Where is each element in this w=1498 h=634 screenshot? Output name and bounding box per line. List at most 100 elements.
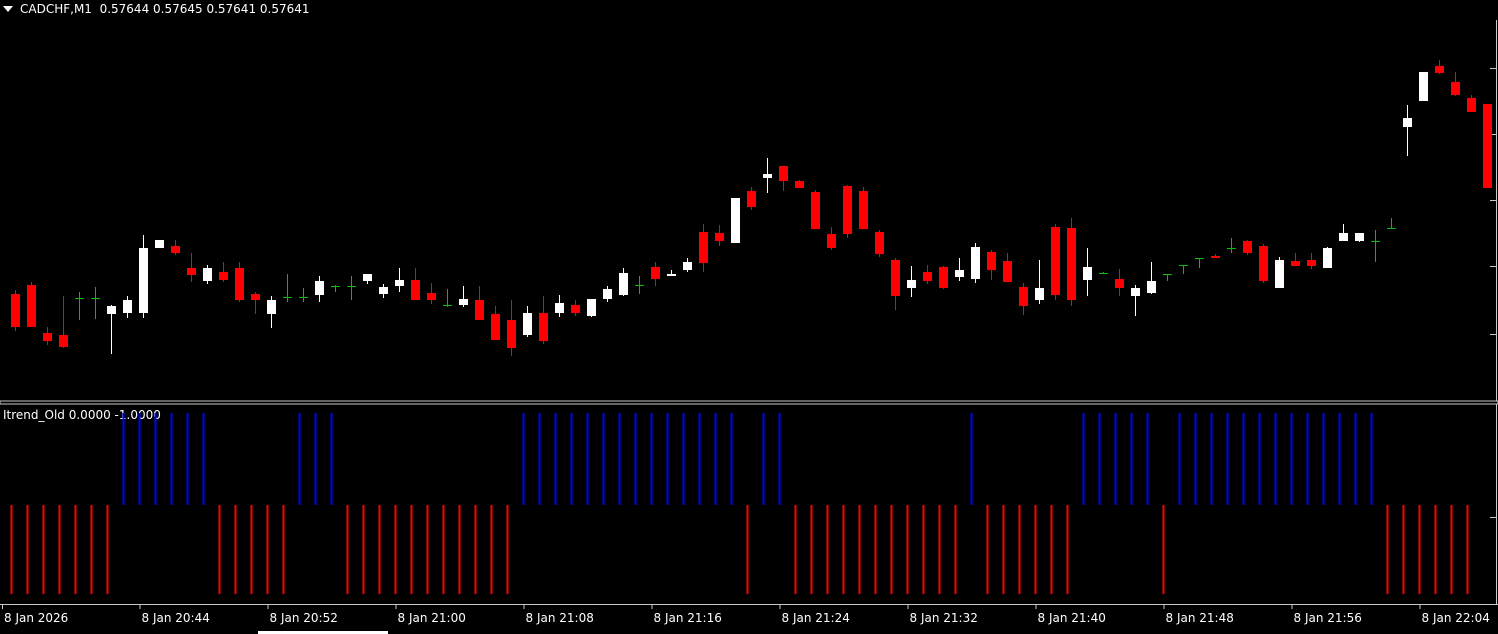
- time-label: 8 Jan 21:24: [782, 611, 850, 625]
- candle: [75, 292, 84, 320]
- candle-body: [523, 313, 532, 335]
- candle: [219, 262, 228, 282]
- candle-body: [683, 262, 692, 270]
- candle-body: [139, 248, 148, 313]
- candle-body: [267, 300, 276, 314]
- candle: [43, 327, 52, 345]
- candle-body: [1211, 256, 1220, 258]
- candle: [587, 299, 596, 317]
- candle-body: [971, 247, 980, 279]
- candle: [795, 180, 804, 188]
- candle: [1403, 105, 1412, 156]
- candle: [187, 253, 196, 282]
- candle: [427, 283, 436, 304]
- candle: [555, 295, 564, 317]
- candle: [1179, 265, 1188, 274]
- candle-body: [763, 174, 772, 178]
- window-separators: [0, 20, 1498, 634]
- candle-body: [955, 270, 964, 277]
- candle: [443, 289, 452, 307]
- candle-body: [539, 313, 548, 341]
- candle-body: [27, 285, 36, 327]
- candle-body: [891, 260, 900, 296]
- candle: [1483, 104, 1492, 188]
- candle: [395, 268, 404, 292]
- candlestick-series: [11, 60, 1492, 356]
- candle: [203, 265, 212, 284]
- candle: [347, 276, 356, 300]
- candle-body: [1403, 118, 1412, 127]
- candle-body: [1451, 82, 1460, 95]
- candle: [747, 187, 756, 210]
- candle-body: [747, 191, 756, 207]
- candle-body: [1083, 267, 1092, 280]
- candle: [1211, 254, 1220, 258]
- candle: [1163, 274, 1172, 281]
- candle: [1115, 269, 1124, 296]
- candle-body: [1355, 233, 1364, 241]
- candle-body: [459, 299, 468, 305]
- candle: [1323, 247, 1332, 268]
- candle-body: [795, 181, 804, 188]
- candle: [539, 296, 548, 344]
- candle: [811, 190, 820, 229]
- candle-body: [827, 234, 836, 248]
- candle-body: [1051, 227, 1060, 295]
- candle: [651, 262, 660, 286]
- candle: [779, 166, 788, 191]
- candle-body: [1467, 98, 1476, 112]
- candle-body: [1019, 287, 1028, 306]
- candle: [1051, 224, 1060, 300]
- candle: [763, 158, 772, 193]
- candle: [891, 258, 900, 310]
- candle-body: [315, 281, 324, 295]
- candle-body: [1259, 246, 1268, 281]
- candle-body: [11, 294, 20, 327]
- candle: [955, 258, 964, 281]
- symbol-header: CADCHF,M1 0.57644 0.57645 0.57641 0.5764…: [20, 2, 310, 16]
- scrollbar-thumb: [258, 631, 388, 634]
- time-label: 8 Jan 21:40: [1038, 611, 1106, 625]
- candle: [379, 284, 388, 298]
- candle-body: [43, 333, 52, 341]
- candle: [11, 290, 20, 331]
- candle: [971, 243, 980, 283]
- candle: [667, 270, 676, 276]
- candle: [1371, 230, 1380, 262]
- time-label: 8 Jan 21:08: [526, 611, 594, 625]
- candle-body: [907, 280, 916, 288]
- candle-body: [1307, 260, 1316, 266]
- candle: [1275, 257, 1284, 288]
- candle: [363, 274, 372, 284]
- candle-body: [363, 274, 372, 281]
- candle: [699, 224, 708, 272]
- candle-body: [187, 268, 196, 275]
- candle: [267, 296, 276, 328]
- candle-body: [987, 252, 996, 270]
- time-axis: 8 Jan 2026 8 Jan 20:44 8 Jan 20:52 8 Jan 21…: [2, 604, 1490, 625]
- candle: [907, 266, 916, 297]
- candle: [235, 262, 244, 302]
- candle-body: [859, 191, 868, 229]
- candle-body: [811, 192, 820, 229]
- candle: [875, 230, 884, 257]
- candle-body: [475, 300, 484, 320]
- candle-body: [1483, 104, 1492, 188]
- candle: [283, 274, 292, 302]
- candle-body: [651, 267, 660, 279]
- candle: [171, 240, 180, 255]
- candle-body: [219, 272, 228, 280]
- candle: [939, 266, 948, 289]
- candle: [1227, 238, 1236, 253]
- candle-body: [491, 314, 500, 340]
- candle: [843, 185, 852, 238]
- candle: [1131, 285, 1140, 316]
- candle: [27, 282, 36, 327]
- candle: [411, 268, 420, 300]
- candle-body: [155, 240, 164, 248]
- candle-body: [411, 280, 420, 300]
- candle: [1003, 253, 1012, 282]
- candle: [107, 305, 116, 354]
- menu-arrow-icon[interactable]: [3, 6, 13, 12]
